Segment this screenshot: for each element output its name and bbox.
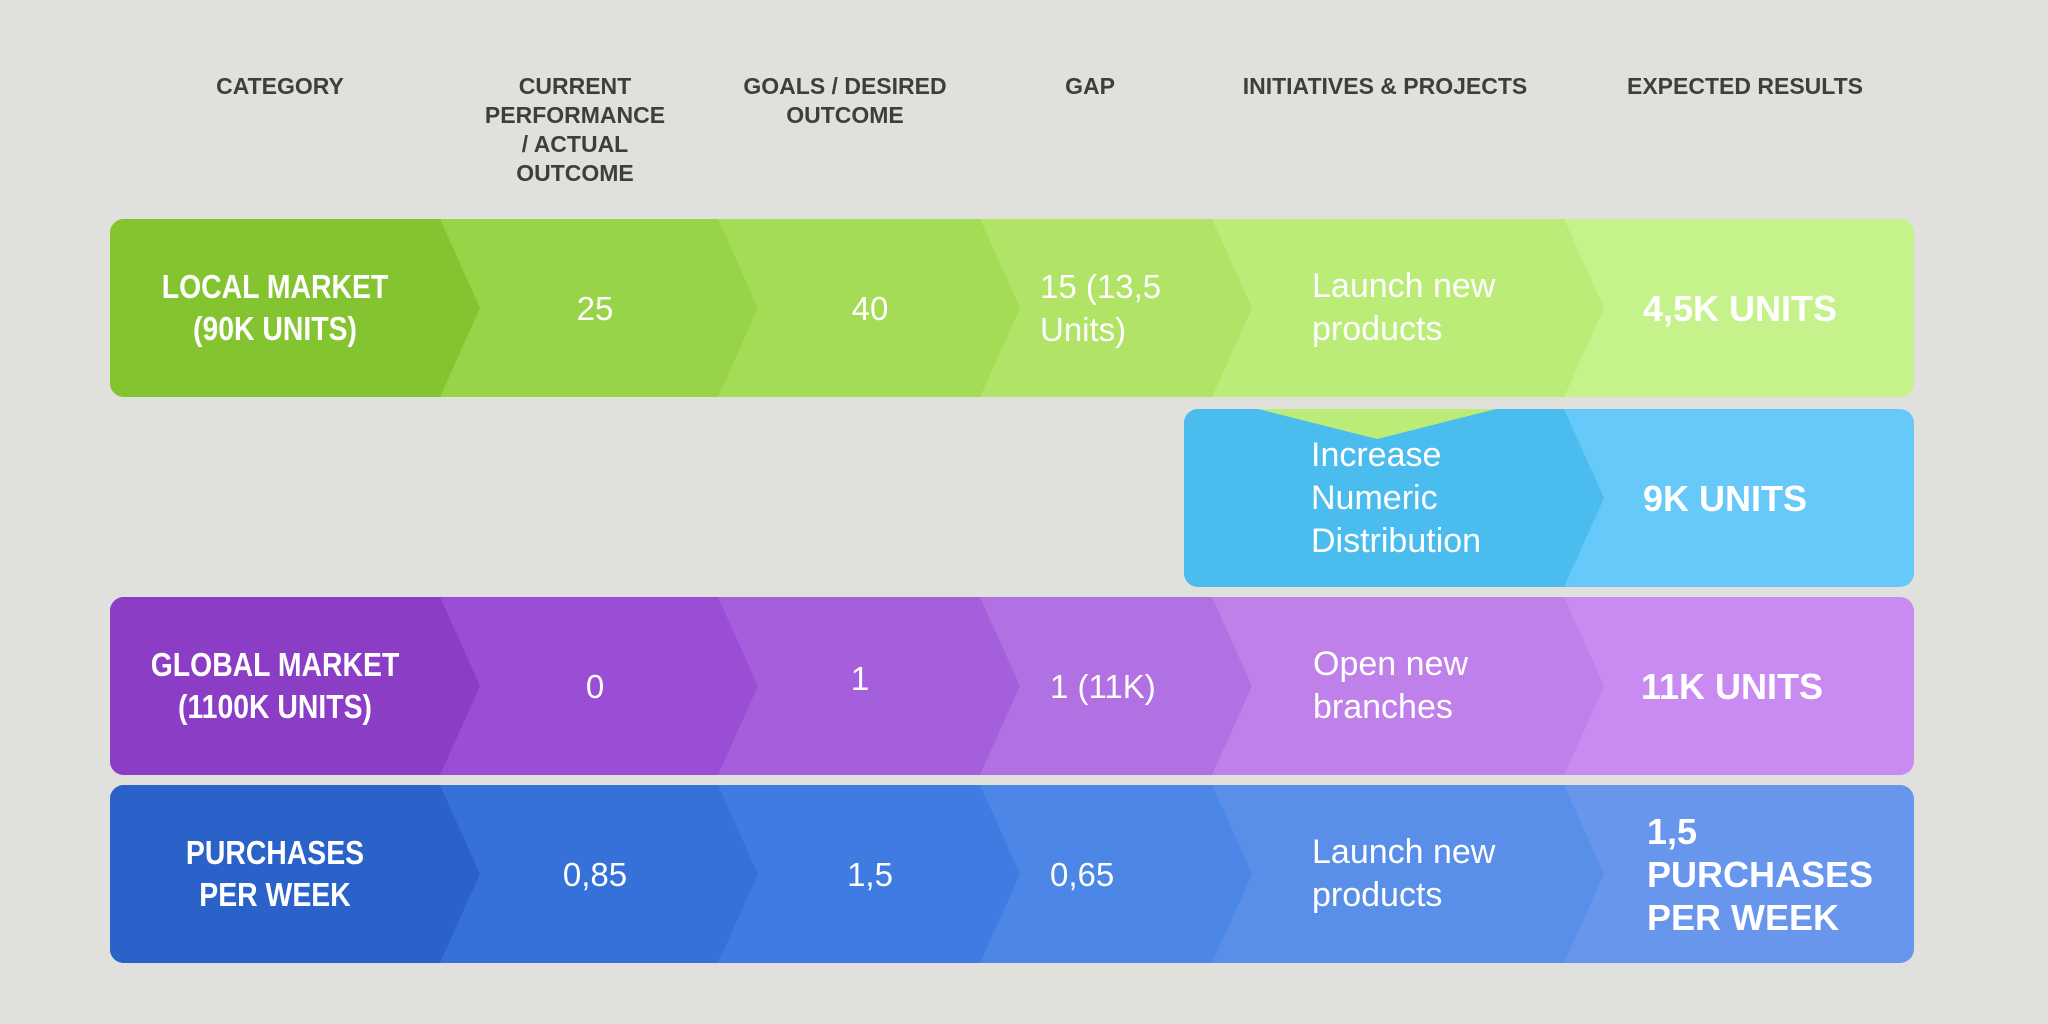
header-initiatives-label: INITIATIVES & PROJECTS xyxy=(1242,73,1528,99)
header-goals-line: OUTCOME xyxy=(786,102,904,128)
header-current-line: CURRENT xyxy=(518,73,632,99)
initiative-cell: Open new branches xyxy=(1313,597,1583,775)
initiative-line: Launch new xyxy=(1312,833,1496,871)
initiative-line: Launch new xyxy=(1312,267,1496,305)
current-value: 0,85 xyxy=(562,855,628,893)
header-category: CATEGORY xyxy=(170,72,390,101)
category-cell: LOCAL MARKET (90K UNITS) xyxy=(133,219,417,397)
initiative-line: products xyxy=(1312,876,1443,914)
category-segment xyxy=(110,785,480,963)
header-initiatives: INITIATIVES & PROJECTS xyxy=(1200,72,1570,101)
category-cell: PURCHASES PER WEEK xyxy=(133,785,417,963)
header-current-line: PERFORMANCE xyxy=(484,102,666,128)
initiative-cell: Launch new products xyxy=(1312,219,1582,397)
initiative-line: Open new xyxy=(1313,645,1468,683)
initiative-cell: Launch new products xyxy=(1312,785,1582,963)
row-global-market: GLOBAL MARKET (1100K UNITS) 0 1 1 (11K) … xyxy=(110,597,1914,775)
category-cell: GLOBAL MARKET (1100K UNITS) xyxy=(133,597,417,775)
category-line: GLOBAL MARKET xyxy=(150,646,400,683)
gap-line: Units) xyxy=(1040,311,1127,348)
result-line: PER WEEK xyxy=(1647,896,1840,938)
result-cell: 1,5 PURCHASES PER WEEK xyxy=(1647,785,1914,963)
initiative-line: Distribution xyxy=(1311,521,1482,560)
initiative-line: branches xyxy=(1313,688,1453,726)
header-current: CURRENT PERFORMANCE / ACTUAL OUTCOME xyxy=(455,72,695,188)
result-cell: 11K UNITS xyxy=(1641,597,1911,775)
row-local-market: LOCAL MARKET (90K UNITS) 25 40 15 (13,5 … xyxy=(110,219,1914,397)
category-line: PER WEEK xyxy=(199,876,351,913)
goal-value: 40 xyxy=(851,289,889,327)
initiative-cell: Increase Numeric Distribution xyxy=(1311,409,1581,587)
result-line: 1,5 xyxy=(1647,810,1698,852)
header-current-line: OUTCOME xyxy=(516,160,634,186)
gap-line: 0,65 xyxy=(1050,855,1115,893)
result-cell: 9K UNITS xyxy=(1643,409,1913,587)
category-line: (90K UNITS) xyxy=(193,310,357,347)
result-line: 9K UNITS xyxy=(1643,477,1808,519)
goal-value: 1 xyxy=(850,659,870,697)
initiative-segment xyxy=(1184,409,1604,587)
initiative-line: Increase xyxy=(1311,435,1442,474)
result-line: PURCHASES xyxy=(1647,853,1874,895)
gap-line: 1 (11K) xyxy=(1050,667,1156,705)
current-value: 0 xyxy=(585,667,605,705)
current-value: 25 xyxy=(576,289,614,327)
header-current-line: / ACTUAL xyxy=(521,131,629,157)
initiative-line: Numeric xyxy=(1311,478,1438,517)
header-expected-label: EXPECTED RESULTS xyxy=(1627,73,1863,99)
row-purchases-per-week: PURCHASES PER WEEK 0,85 1,5 0,65 Launch … xyxy=(110,785,1914,963)
goal-value: 1,5 xyxy=(847,855,893,893)
gap-line: 15 (13,5 xyxy=(1040,268,1162,305)
category-segment xyxy=(110,219,480,397)
gap-cell: 0,65 xyxy=(1050,785,1240,963)
row-global-market-chevrons xyxy=(110,597,1914,775)
row-purchases-chevrons xyxy=(110,785,1914,963)
result-line: 4,5K UNITS xyxy=(1643,287,1838,329)
row-local-subinitiative-chevrons xyxy=(1184,409,1914,587)
category-line: PURCHASES xyxy=(185,834,365,871)
category-segment xyxy=(110,597,480,775)
header-gap-label: GAP xyxy=(1065,73,1115,99)
gap-cell: 15 (13,5 Units) xyxy=(1040,219,1230,397)
result-cell: 4,5K UNITS xyxy=(1643,219,1913,397)
header-gap: GAP xyxy=(1030,72,1150,101)
category-line: LOCAL MARKET xyxy=(161,268,389,305)
header-expected: EXPECTED RESULTS xyxy=(1590,72,1900,101)
row-local-subinitiative: Increase Numeric Distribution 9K UNITS xyxy=(1184,409,1914,587)
gap-cell: 1 (11K) xyxy=(1050,597,1240,775)
connector-notch xyxy=(1258,409,1496,439)
category-line: (1100K UNITS) xyxy=(177,688,372,725)
header-goals: GOALS / DESIRED OUTCOME xyxy=(725,72,965,130)
header-goals-line: GOALS / DESIRED xyxy=(743,73,947,99)
header-category-label: CATEGORY xyxy=(216,73,344,99)
row-local-market-chevrons xyxy=(110,219,1914,397)
initiative-line: products xyxy=(1312,310,1443,348)
result-line: 11K UNITS xyxy=(1641,665,1824,707)
